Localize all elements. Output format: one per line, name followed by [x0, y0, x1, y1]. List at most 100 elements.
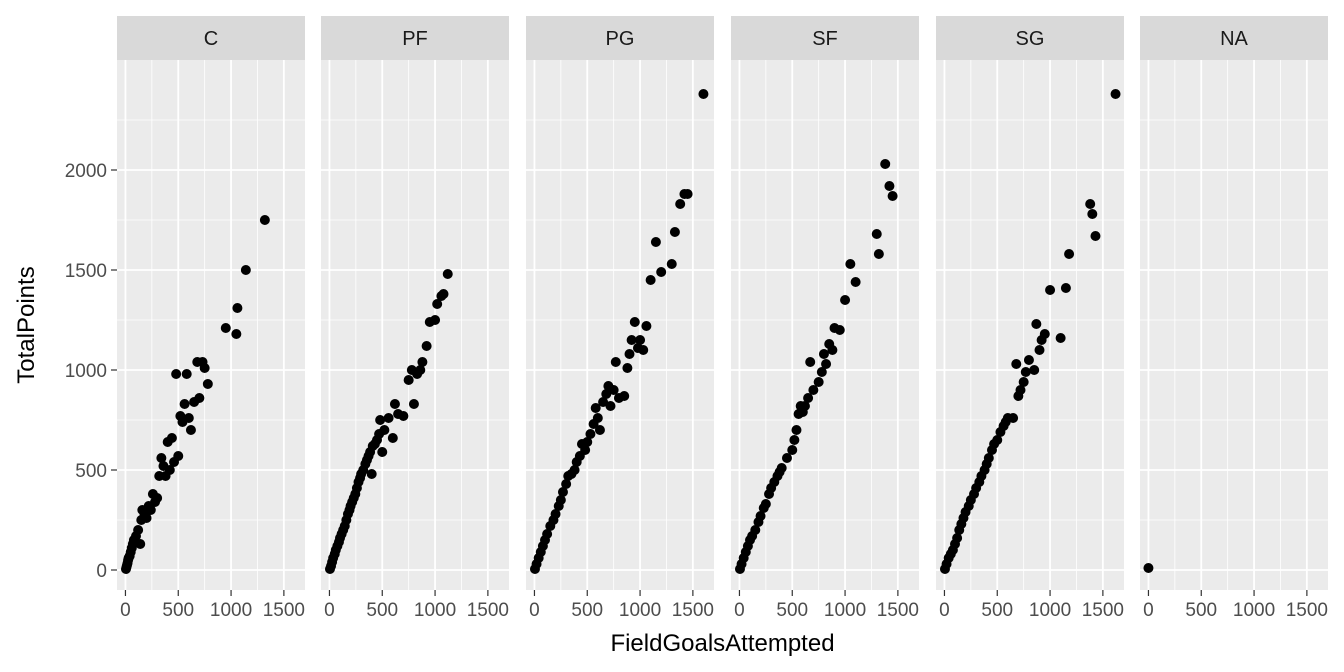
y-tick-label: 1500 — [65, 261, 107, 282]
x-tick-label: 1500 — [263, 600, 305, 621]
data-point — [887, 191, 898, 201]
x-tick-label: 1000 — [619, 600, 661, 621]
data-point — [650, 237, 661, 247]
y-tick-label: 2000 — [65, 161, 107, 182]
facet-panel-c: C 0 500 1000 1500 — [117, 16, 305, 621]
data-point — [179, 399, 190, 409]
data-point — [813, 377, 824, 387]
data-point — [682, 189, 693, 199]
data-point — [1020, 367, 1031, 377]
data-point — [171, 369, 182, 379]
data-point — [638, 345, 649, 355]
data-point — [561, 479, 572, 489]
points-pg — [529, 89, 709, 574]
x-tick-label: 1500 — [1082, 600, 1124, 621]
facet-panel-pf: PF 0 500 1000 1500 — [321, 16, 509, 621]
facet-panel-pg: PG 0 500 1000 1500 — [526, 16, 714, 621]
data-point — [1023, 355, 1034, 365]
data-point — [1008, 413, 1019, 423]
y-tick-label: 0 — [96, 561, 107, 582]
y-axis: 0 500 1000 1500 2000 — [65, 161, 117, 582]
x-tick-label: 0 — [1143, 600, 1154, 621]
y-tick-label: 1000 — [65, 361, 107, 382]
facet-strip-na — [1140, 16, 1328, 60]
data-point — [133, 525, 144, 535]
data-point — [601, 389, 612, 399]
data-point — [610, 357, 621, 367]
data-point — [403, 375, 414, 385]
data-point — [1143, 563, 1154, 573]
x-tick-label: 0 — [529, 600, 540, 621]
data-point — [619, 391, 630, 401]
data-point — [834, 325, 845, 335]
data-point — [952, 533, 963, 543]
data-point — [366, 469, 377, 479]
x-tick-label: 1000 — [210, 600, 252, 621]
facet-strip-pg — [526, 16, 714, 60]
x-tick-label: 1000 — [1029, 600, 1071, 621]
data-point — [1015, 385, 1026, 395]
x-tick-label: 0 — [939, 600, 950, 621]
data-point — [231, 329, 242, 339]
x-tick-label: 500 — [1185, 600, 1217, 621]
x-tick-label: 500 — [776, 600, 808, 621]
x-tick-label: 1500 — [467, 600, 509, 621]
data-point — [605, 401, 616, 411]
data-point — [850, 277, 861, 287]
data-point — [983, 453, 994, 463]
x-tick-label: 1500 — [1286, 600, 1328, 621]
x-axis-title: FieldGoalsAttempted — [610, 630, 834, 657]
data-point — [181, 369, 192, 379]
data-point — [383, 413, 394, 423]
data-point — [776, 463, 787, 473]
facet-panel-sf: SF 0 500 1000 1500 — [731, 16, 919, 621]
facet-label-c: C — [204, 28, 218, 50]
facet-strip-sf — [731, 16, 919, 60]
data-point — [185, 425, 196, 435]
data-point — [202, 379, 213, 389]
data-point — [1039, 329, 1050, 339]
data-point — [669, 227, 680, 237]
data-point — [675, 199, 686, 209]
x-tick-label: 0 — [120, 600, 131, 621]
data-point — [145, 505, 156, 515]
points-c — [120, 215, 270, 574]
data-point — [156, 453, 167, 463]
data-point — [755, 511, 766, 521]
data-point — [1060, 283, 1071, 293]
data-point — [582, 437, 593, 447]
data-point — [1011, 359, 1022, 369]
panel-background — [1140, 60, 1328, 590]
data-point — [590, 403, 601, 413]
data-point — [840, 295, 851, 305]
data-point — [183, 413, 194, 423]
data-point — [1045, 285, 1056, 295]
data-point — [585, 429, 596, 439]
x-tick-label: 1500 — [877, 600, 919, 621]
data-point — [194, 393, 205, 403]
data-point — [624, 349, 635, 359]
data-point — [827, 345, 838, 355]
data-point — [1055, 333, 1066, 343]
data-point — [1064, 249, 1075, 259]
data-point — [569, 465, 580, 475]
facet-label-sg: SG — [1016, 28, 1045, 50]
facet-panel-na: NA 0 500 1000 1500 — [1140, 16, 1328, 621]
data-point — [992, 435, 1003, 445]
data-point — [580, 445, 591, 455]
data-point — [173, 451, 184, 461]
data-point — [421, 341, 432, 351]
data-point — [240, 265, 251, 275]
data-point — [1110, 89, 1121, 99]
data-point — [152, 493, 163, 503]
data-point — [375, 415, 386, 425]
data-point — [818, 349, 829, 359]
data-point — [442, 269, 453, 279]
data-point — [166, 433, 177, 443]
facet-strip-sg — [936, 16, 1124, 60]
data-point — [135, 539, 146, 549]
data-point — [808, 385, 819, 395]
data-point — [1031, 319, 1042, 329]
x-tick-label: 1000 — [414, 600, 456, 621]
x-tick-label: 0 — [324, 600, 335, 621]
